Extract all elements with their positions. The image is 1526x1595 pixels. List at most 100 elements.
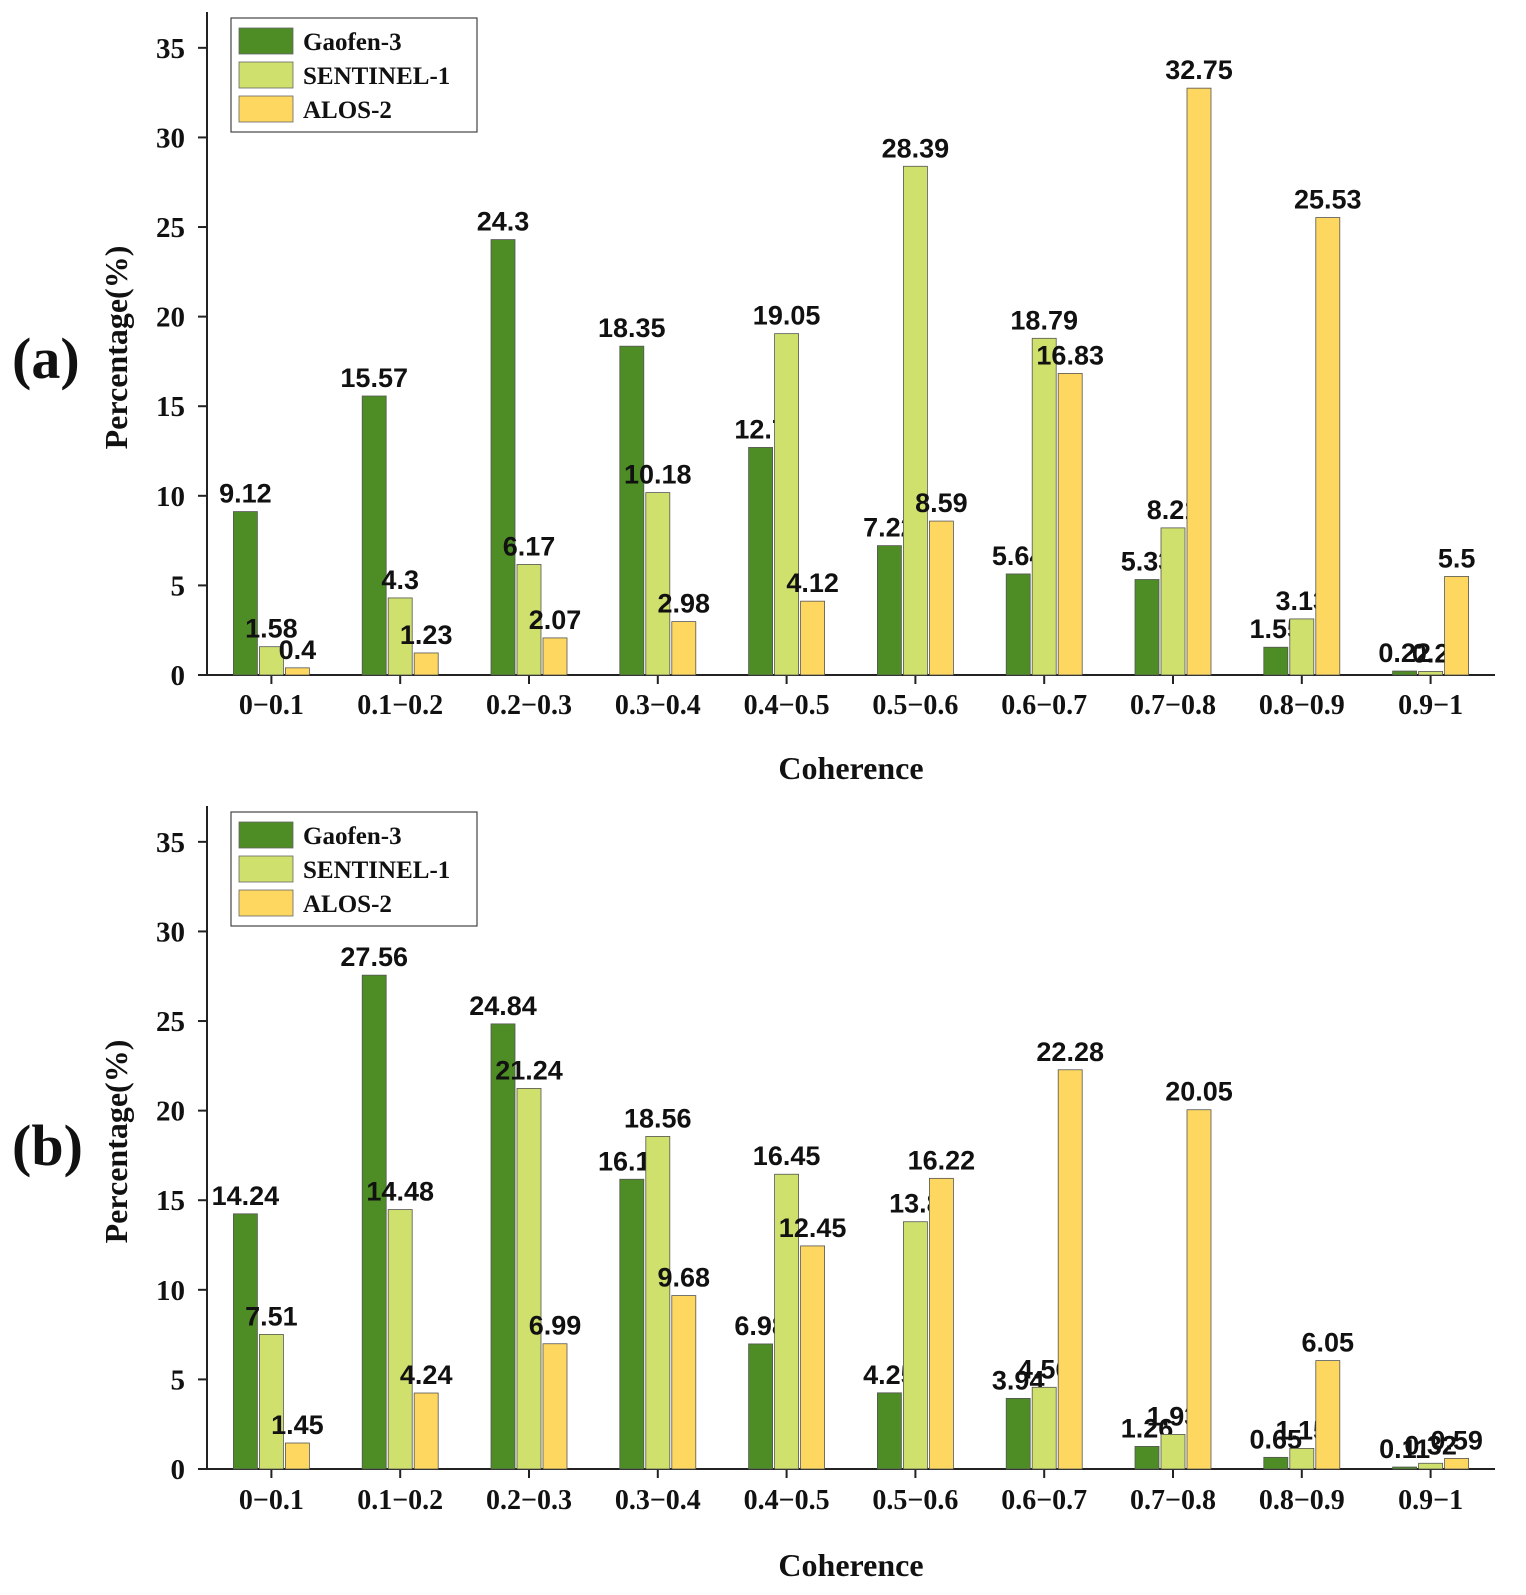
x-tick-label: 0.8−0.9 [1259, 1485, 1345, 1516]
bar-alos-2 [800, 600, 825, 676]
bar-alos-2 [800, 1245, 825, 1470]
bar-alos-2 [413, 1392, 439, 1470]
y-tick-label: 35 [156, 33, 185, 65]
data-label: 15.57 [340, 363, 408, 393]
data-label: 0.22 [1378, 638, 1431, 668]
data-label: 9.68 [658, 1263, 711, 1293]
bar-sentinel-1 [516, 1088, 542, 1470]
bar-alos-2 [671, 1295, 697, 1470]
data-label: 1.23 [400, 620, 453, 650]
legend-label: SENTINEL-1 [303, 857, 450, 884]
bar-sentinel-1 [1031, 1386, 1057, 1470]
bar-gaofen-3 [361, 395, 387, 676]
data-label: 20.05 [1165, 1077, 1233, 1107]
bar-alos-2 [929, 1177, 954, 1470]
x-tick-label: 0.8−0.9 [1259, 690, 1345, 721]
bar-sentinel-1 [774, 1173, 799, 1470]
data-label: 2.07 [529, 605, 582, 635]
bar-gaofen-3 [232, 511, 258, 676]
data-label: 24.84 [469, 991, 537, 1021]
bar-sentinel-1 [1289, 1447, 1315, 1470]
bar-gaofen-3 [1134, 1446, 1160, 1470]
data-label: 25.53 [1294, 185, 1362, 215]
y-tick-label: 0 [171, 1454, 186, 1486]
x-tick-label: 0.4−0.5 [744, 690, 830, 721]
bar-gaofen-3 [748, 447, 773, 676]
x-tick-label: 0.4−0.5 [744, 1485, 830, 1516]
data-label: 1.58 [245, 614, 298, 644]
x-tick-label: 0−0.1 [239, 690, 304, 721]
data-label: 6.05 [1302, 1328, 1355, 1358]
bar-alos-2 [1444, 1458, 1469, 1470]
x-tick-label: 0.6−0.7 [1001, 1485, 1087, 1516]
bar-alos-2 [929, 520, 954, 676]
data-label: 4.12 [786, 568, 839, 598]
data-label: 18.56 [624, 1103, 692, 1133]
data-label: 5.5 [1438, 543, 1476, 573]
bar-alos-2 [542, 637, 568, 676]
x-tick-label: 0.7−0.8 [1130, 1485, 1216, 1516]
x-tick-label: 0.7−0.8 [1130, 690, 1216, 721]
data-label: 10.18 [624, 460, 692, 490]
bar-alos-2 [1315, 1360, 1341, 1470]
data-label: 24.3 [477, 207, 530, 237]
x-tick-label: 0.2−0.3 [486, 690, 572, 721]
y-axis-title: Percentage(%) [98, 246, 134, 450]
data-label: 7.51 [245, 1301, 298, 1331]
data-label: 21.24 [495, 1055, 563, 1085]
bar-alos-2 [1315, 217, 1341, 676]
data-label: 0.11 [1379, 1434, 1430, 1464]
y-tick-label: 25 [156, 1006, 185, 1038]
bar-sentinel-1 [387, 597, 413, 676]
data-label: 14.48 [366, 1177, 434, 1207]
data-label: 14.24 [212, 1181, 280, 1211]
bar-alos-2 [1186, 87, 1212, 676]
bar-gaofen-3 [232, 1213, 258, 1470]
bar-sentinel-1 [903, 165, 928, 676]
data-label: 16.83 [1036, 340, 1104, 370]
legend-swatch [238, 61, 294, 89]
x-tick-label: 0.2−0.3 [486, 1485, 572, 1516]
bar-alos-2 [284, 1442, 310, 1470]
bar-gaofen-3 [490, 239, 516, 676]
bar-sentinel-1 [258, 1334, 284, 1470]
legend-label: Gaofen-3 [303, 29, 402, 56]
y-tick-label: 20 [156, 1096, 185, 1128]
bar-gaofen-3 [619, 345, 645, 676]
x-axis-title: Coherence [778, 1547, 923, 1583]
data-label: 0.2 [1412, 638, 1450, 668]
data-label: 28.39 [882, 133, 950, 163]
legend-swatch [238, 889, 294, 917]
bar-sentinel-1 [1418, 671, 1443, 676]
bar-sentinel-1 [387, 1209, 413, 1470]
x-axis-title: Coherence [778, 750, 923, 786]
chart-panel-a: 0 5 10 15 20 25 30 35 (a) Percentage(%) Coherence 0… [12, 12, 1495, 786]
legend-swatch [238, 95, 294, 123]
data-label: 27.56 [340, 942, 408, 972]
data-label: 9.12 [219, 479, 272, 509]
bar-sentinel-1 [645, 1136, 671, 1470]
bar-alos-2 [671, 621, 697, 676]
bar-alos-2 [1057, 373, 1083, 676]
x-tick-label: 0.9−1 [1398, 690, 1463, 721]
x-tick-label: 0.3−0.4 [615, 690, 701, 721]
bar-gaofen-3 [1263, 646, 1289, 676]
y-tick-label: 0 [171, 660, 186, 692]
panel-label: (a) [12, 326, 80, 391]
bar-sentinel-1 [1160, 1434, 1186, 1470]
y-tick-label: 20 [156, 302, 185, 334]
y-tick-label: 30 [156, 916, 185, 948]
data-label: 16.45 [753, 1141, 821, 1171]
x-tick-label: 0.5−0.6 [872, 690, 958, 721]
data-label: 19.05 [753, 301, 821, 331]
bar-sentinel-1 [774, 333, 799, 676]
x-tick-label: 0.9−1 [1398, 1485, 1463, 1516]
bar-gaofen-3 [361, 974, 387, 1470]
bar-sentinel-1 [1160, 527, 1186, 676]
data-label: 6.17 [503, 531, 556, 561]
y-tick-label: 5 [171, 1364, 186, 1396]
bar-sentinel-1 [516, 564, 542, 676]
bar-gaofen-3 [1005, 1397, 1031, 1470]
legend-label: SENTINEL-1 [303, 63, 450, 90]
